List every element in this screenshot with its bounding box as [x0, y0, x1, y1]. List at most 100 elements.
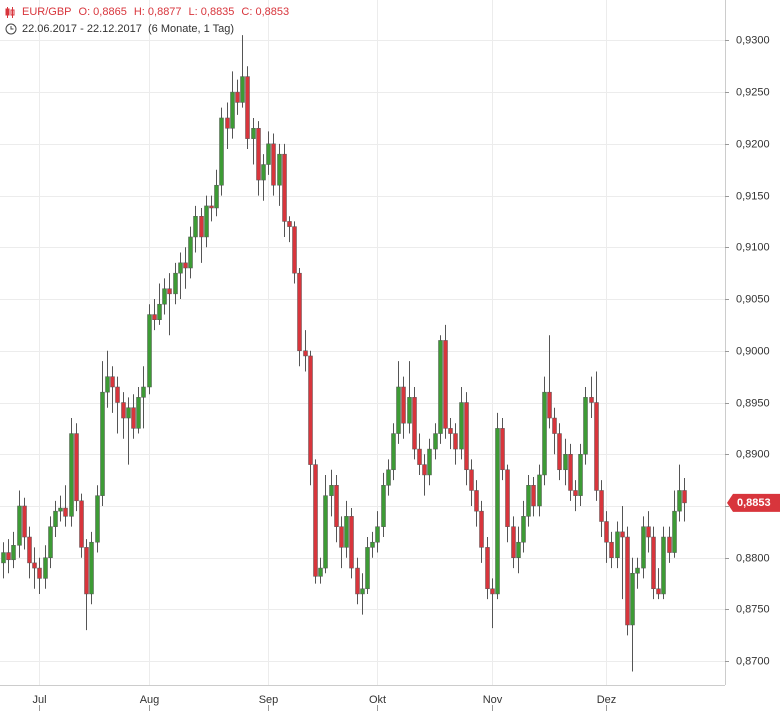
- candle-body: [344, 516, 349, 548]
- candle-body: [417, 448, 422, 465]
- x-tick-label: Sep: [259, 694, 279, 706]
- candle-body: [282, 153, 287, 222]
- candle-body: [209, 205, 214, 209]
- legend-item: C: 0,8853: [241, 6, 289, 18]
- candle-body: [433, 433, 438, 450]
- candle-body: [89, 541, 94, 595]
- candle-body: [271, 143, 276, 186]
- candle-body: [438, 340, 443, 434]
- candle-body: [375, 526, 380, 543]
- candle-body: [620, 531, 625, 538]
- candle-body: [152, 314, 157, 320]
- candle-body: [147, 314, 152, 388]
- candle-body: [178, 262, 183, 274]
- candle-body: [594, 402, 599, 491]
- candle-body: [1, 552, 6, 564]
- y-tick-label: 0,9050: [736, 293, 770, 305]
- y-tick-label: 0,8750: [736, 603, 770, 615]
- y-tick-label: 0,8900: [736, 448, 770, 460]
- candle-body: [69, 433, 74, 517]
- y-tick-label: 0,9250: [736, 86, 770, 98]
- candle-body: [552, 417, 557, 434]
- candle-body: [84, 547, 89, 595]
- candle-body: [79, 500, 84, 548]
- candle-body: [459, 402, 464, 450]
- candle-body: [303, 350, 308, 357]
- candle-body: [74, 433, 79, 502]
- candle-body: [583, 397, 588, 455]
- candle-body: [115, 386, 120, 403]
- candle-body: [547, 391, 552, 419]
- symbol-icon: [5, 7, 15, 18]
- candle-body: [230, 91, 235, 129]
- candle-body: [17, 505, 22, 546]
- candle-body: [542, 391, 547, 476]
- y-tick-label: 0,9150: [736, 190, 770, 202]
- legend: EUR/GBP O: 0,8865 H: 0,8877 L: 0,8835 C: 0,8…: [22, 6, 289, 18]
- candle-body: [557, 433, 562, 471]
- candle-body: [287, 221, 292, 227]
- candle-body: [32, 562, 37, 569]
- candle-body: [667, 536, 672, 553]
- candle-body: [162, 288, 167, 305]
- candle-body: [297, 272, 302, 352]
- candle-body: [37, 567, 42, 579]
- candle-body: [339, 526, 344, 548]
- y-tick-label: 0,9300: [736, 34, 770, 46]
- candle-body: [292, 226, 297, 274]
- x-tick-label: Nov: [483, 694, 503, 706]
- candle-body: [635, 567, 640, 574]
- candle-body: [277, 153, 282, 186]
- clock-icon: [5, 23, 17, 35]
- candle-body: [661, 536, 666, 595]
- candle-body: [563, 454, 568, 471]
- candle-body: [646, 526, 651, 538]
- candle-body: [677, 490, 682, 512]
- legend-item: L: 0,8835: [189, 6, 235, 18]
- candle-body: [391, 433, 396, 471]
- x-tick-label: Okt: [369, 694, 386, 706]
- candle-body: [121, 402, 126, 419]
- candle-body: [401, 386, 406, 424]
- candle-body: [58, 507, 63, 512]
- candle-body: [100, 391, 105, 496]
- candle-body: [11, 545, 16, 561]
- candle-body: [485, 547, 490, 590]
- candle-body: [266, 143, 271, 165]
- candle-body: [656, 588, 661, 595]
- candle-body: [110, 376, 115, 388]
- candle-body: [521, 516, 526, 543]
- candle-body: [225, 117, 230, 129]
- candle-body: [53, 510, 58, 527]
- date-range: 22.06.2017 - 22.12.2017: [22, 23, 142, 35]
- candle-body: [193, 216, 198, 238]
- candle-body: [360, 588, 365, 595]
- period: (6 Monate, 1 Tag): [148, 23, 234, 35]
- candle-body: [568, 454, 573, 491]
- candle-body: [453, 433, 458, 450]
- candle-body: [630, 572, 635, 626]
- candle-body: [235, 91, 240, 103]
- candle-body: [323, 495, 328, 569]
- candle-body: [495, 428, 500, 595]
- candle-body: [157, 303, 162, 320]
- candle-body: [141, 386, 146, 398]
- candle-body: [469, 469, 474, 491]
- candle-body: [422, 464, 427, 476]
- candle-body: [448, 428, 453, 434]
- candle-body: [308, 355, 313, 465]
- candle-body: [136, 397, 141, 429]
- candle-body: [625, 536, 630, 626]
- candle-body: [537, 474, 542, 507]
- candle-body: [609, 541, 614, 558]
- candle-body: [22, 505, 27, 538]
- y-tick-label: 0,8800: [736, 552, 770, 564]
- candle-body: [370, 541, 375, 548]
- candle-body: [474, 490, 479, 512]
- candle-body: [188, 236, 193, 269]
- candle-body: [43, 557, 48, 579]
- candle-body: [386, 469, 391, 486]
- candle-body: [349, 516, 354, 569]
